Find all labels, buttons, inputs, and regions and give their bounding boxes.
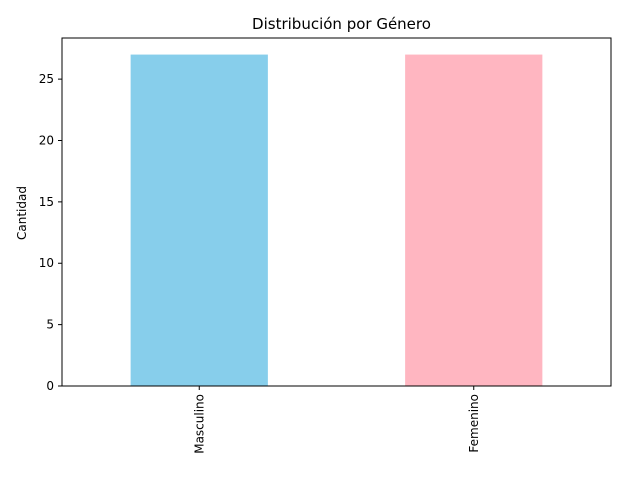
plot-frame (61, 37, 612, 387)
bar-masculino (130, 54, 268, 386)
y-tick-label: 25 (39, 72, 54, 86)
chart-title: Distribución por Género (252, 15, 431, 33)
y-tick-label: 20 (39, 133, 54, 147)
bars-layer (130, 54, 543, 386)
y-tick-label: 15 (39, 195, 54, 209)
bar-femenino (405, 54, 543, 386)
y-tick-label: 5 (46, 318, 54, 332)
y-tick-label: 10 (39, 256, 54, 270)
x-axis: Masculino Femenino (192, 386, 481, 454)
y-axis: 0 5 10 15 20 25 (39, 72, 62, 393)
y-axis-title: Cantidad (15, 186, 29, 240)
x-tick-label: Femenino (467, 394, 481, 453)
x-tick-label: Masculino (192, 394, 206, 454)
y-tick-label: 0 (46, 379, 54, 393)
